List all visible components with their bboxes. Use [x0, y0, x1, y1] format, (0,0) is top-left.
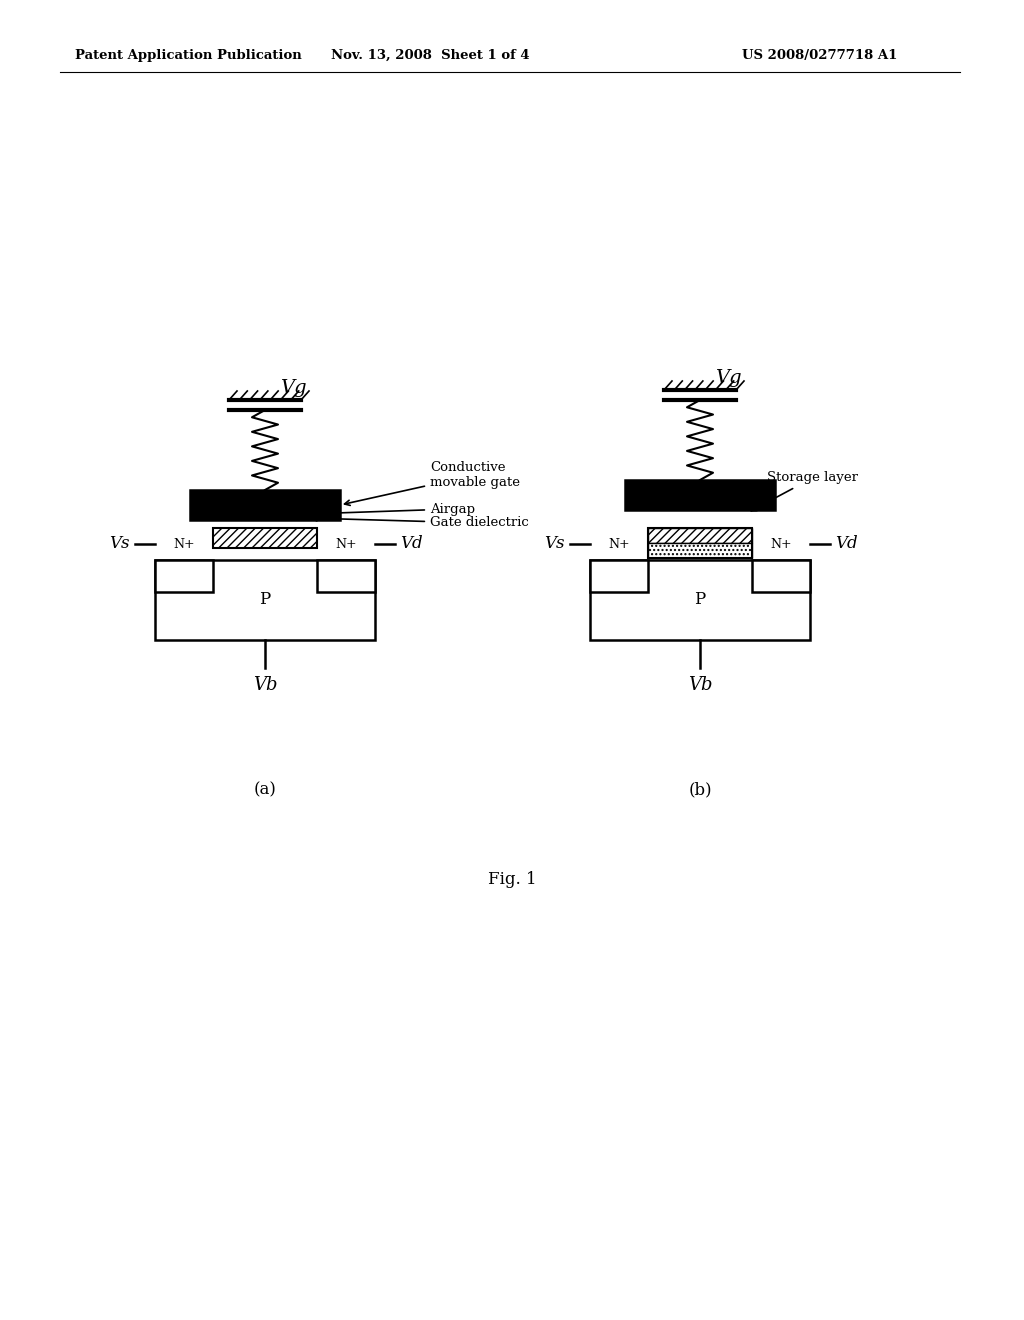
Text: US 2008/0277718 A1: US 2008/0277718 A1	[742, 49, 898, 62]
Text: (b): (b)	[688, 781, 712, 799]
Text: Vb: Vb	[253, 676, 278, 694]
Text: Gate dielectric: Gate dielectric	[311, 516, 528, 529]
Text: N+: N+	[608, 537, 630, 550]
Text: Vs: Vs	[110, 536, 130, 553]
Text: N+: N+	[770, 537, 792, 550]
Text: Storage layer: Storage layer	[751, 471, 858, 511]
Bar	[648, 528, 752, 543]
Bar	[155, 560, 375, 640]
Bar	[590, 560, 810, 640]
Text: P: P	[694, 591, 706, 609]
Text: Airgap: Airgap	[311, 503, 475, 516]
Text: Nov. 13, 2008  Sheet 1 of 4: Nov. 13, 2008 Sheet 1 of 4	[331, 49, 529, 62]
Text: Vg: Vg	[280, 379, 306, 397]
Bar	[213, 528, 317, 548]
Text: (a): (a)	[254, 781, 276, 799]
Bar	[317, 560, 375, 591]
Bar	[752, 560, 810, 591]
Bar	[155, 560, 213, 591]
Bar	[648, 528, 752, 558]
Bar	[648, 543, 752, 558]
Bar	[190, 490, 340, 520]
Text: Conductive
movable gate: Conductive movable gate	[344, 461, 520, 506]
Bar	[625, 480, 775, 510]
Text: Vs: Vs	[545, 536, 565, 553]
Text: N+: N+	[173, 537, 195, 550]
Text: Fig. 1: Fig. 1	[487, 871, 537, 888]
Text: N+: N+	[335, 537, 356, 550]
Text: Vd: Vd	[835, 536, 858, 553]
Text: P: P	[259, 591, 270, 609]
Bar	[590, 560, 648, 591]
Text: Vb: Vb	[688, 676, 713, 694]
Text: Vg: Vg	[715, 370, 741, 387]
Text: Vd: Vd	[400, 536, 423, 553]
Text: Patent Application Publication: Patent Application Publication	[75, 49, 302, 62]
